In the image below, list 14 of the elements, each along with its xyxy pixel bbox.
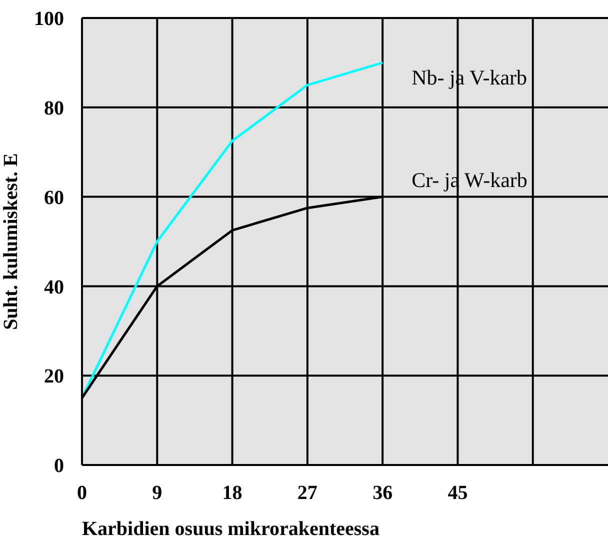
x-tick-label: 36 [372,482,393,504]
x-tick-label: 0 [77,482,87,504]
y-tick-label: 40 [44,276,64,298]
x-tick-label: 9 [152,482,162,504]
x-axis-title: Karbidien osuus mikrorakenteessa [82,518,380,540]
x-tick-label: 18 [222,482,242,504]
y-tick-label: 80 [44,98,64,120]
y-tick-label: 100 [34,8,64,30]
y-tick-label: 20 [44,366,64,388]
y-tick-label: 0 [54,455,64,478]
x-tick-label: 27 [297,482,318,504]
y-axis-title: Suht. kulumiskest. E [0,153,22,330]
x-tick-label: 45 [448,482,468,504]
y-tick-label: 60 [44,186,64,209]
